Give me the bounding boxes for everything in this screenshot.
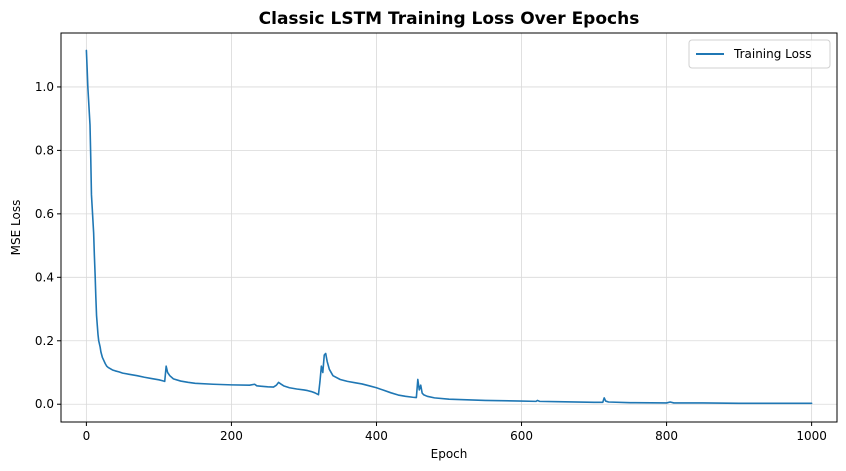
series-line-training-loss [85, 49, 813, 405]
y-axis-ticks: 0.0 0.2 0.4 0.6 0.8 1.0 [35, 80, 61, 411]
y-tick-label: 0.6 [35, 207, 54, 221]
x-axis-title: Epoch [431, 447, 468, 461]
legend-label-training-loss: Training Loss [733, 47, 811, 61]
x-tick-label: 600 [510, 429, 533, 443]
series-layer [85, 49, 813, 405]
x-tick-label: 400 [365, 429, 388, 443]
legend-box [688, 39, 831, 69]
x-axis-ticks: 0 200 400 600 800 1000 [83, 422, 827, 443]
plot-frame [60, 32, 838, 423]
y-tick-label: 0.2 [35, 334, 54, 348]
x-tick-label: 800 [655, 429, 678, 443]
grid [61, 33, 837, 422]
y-axis-title: MSE Loss [9, 200, 23, 256]
y-tick-label: 1.0 [35, 80, 54, 94]
y-tick-label: 0.8 [35, 143, 54, 157]
y-tick-label: 0.4 [35, 270, 54, 284]
x-tick-label: 200 [220, 429, 243, 443]
y-tick-label: 0.0 [35, 397, 54, 411]
x-tick-label: 0 [83, 429, 91, 443]
legend: Training Loss [688, 39, 831, 69]
x-tick-label: 1000 [796, 429, 827, 443]
chart-title: Classic LSTM Training Loss Over Epochs [259, 9, 640, 29]
